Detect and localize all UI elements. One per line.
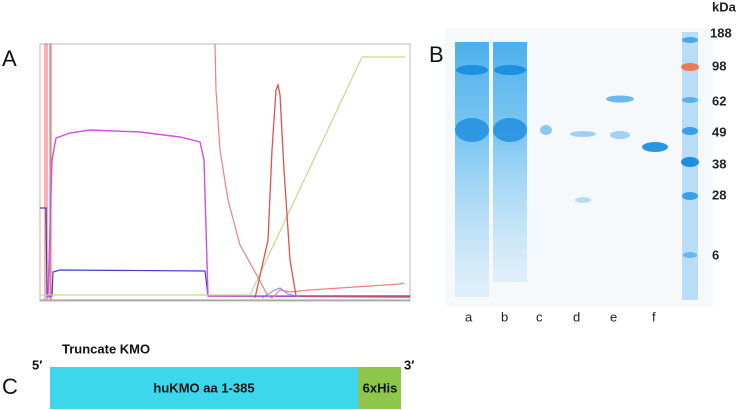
marker-label: 49 bbox=[712, 124, 726, 139]
lane-label: f bbox=[652, 309, 656, 324]
lane-smear bbox=[455, 42, 489, 297]
lane-smear bbox=[493, 42, 527, 282]
plot-frame bbox=[39, 43, 411, 302]
uv-trace bbox=[44, 43, 52, 301]
marker-label: 188 bbox=[710, 25, 732, 40]
domain-label: 6xHis bbox=[363, 380, 398, 395]
gel-image bbox=[445, 28, 713, 306]
marker-band bbox=[682, 37, 698, 43]
unit-label: kDa bbox=[712, 0, 737, 14]
band bbox=[642, 142, 668, 152]
band bbox=[570, 131, 596, 137]
protein-peak bbox=[254, 82, 410, 299]
band bbox=[575, 197, 591, 203]
marker-band bbox=[682, 127, 698, 135]
lane-label: c bbox=[536, 309, 543, 324]
minor-trace bbox=[261, 287, 301, 299]
marker-label: 6 bbox=[712, 247, 719, 262]
his-tag bbox=[358, 367, 401, 409]
conductivity-trace bbox=[40, 207, 411, 298]
pink-trace bbox=[214, 43, 405, 299]
marker-band bbox=[681, 63, 699, 71]
marker-label: 62 bbox=[712, 93, 726, 108]
marker-band bbox=[682, 192, 698, 200]
five-prime: 5′ bbox=[32, 357, 42, 372]
lane-label: e bbox=[610, 309, 617, 324]
marker-label: 38 bbox=[712, 156, 726, 171]
construct-title: Truncate KMO bbox=[62, 341, 150, 356]
gel-background bbox=[445, 28, 713, 306]
band bbox=[540, 125, 552, 135]
band bbox=[455, 118, 489, 142]
band bbox=[494, 65, 526, 75]
domain-label: huKMO aa 1-385 bbox=[153, 380, 254, 395]
three-prime: 3′ bbox=[404, 357, 414, 372]
kmo-domain bbox=[50, 367, 358, 409]
band bbox=[610, 131, 630, 139]
panel-label: B bbox=[429, 42, 444, 67]
lane-label: b bbox=[501, 309, 508, 324]
band bbox=[606, 95, 634, 103]
lane-label: a bbox=[465, 309, 473, 324]
marker-band bbox=[682, 97, 698, 103]
band bbox=[493, 118, 527, 142]
panel-label: A bbox=[2, 46, 17, 71]
chromatogram bbox=[39, 43, 411, 302]
marker-label: 98 bbox=[712, 58, 726, 73]
trace bbox=[47, 129, 410, 299]
band bbox=[456, 65, 488, 75]
marker-band bbox=[681, 157, 699, 167]
panel-label: C bbox=[2, 374, 18, 399]
lane-label: d bbox=[573, 309, 580, 324]
gradient-line bbox=[40, 56, 405, 296]
marker-label: 28 bbox=[712, 187, 726, 202]
marker-band bbox=[683, 252, 697, 258]
